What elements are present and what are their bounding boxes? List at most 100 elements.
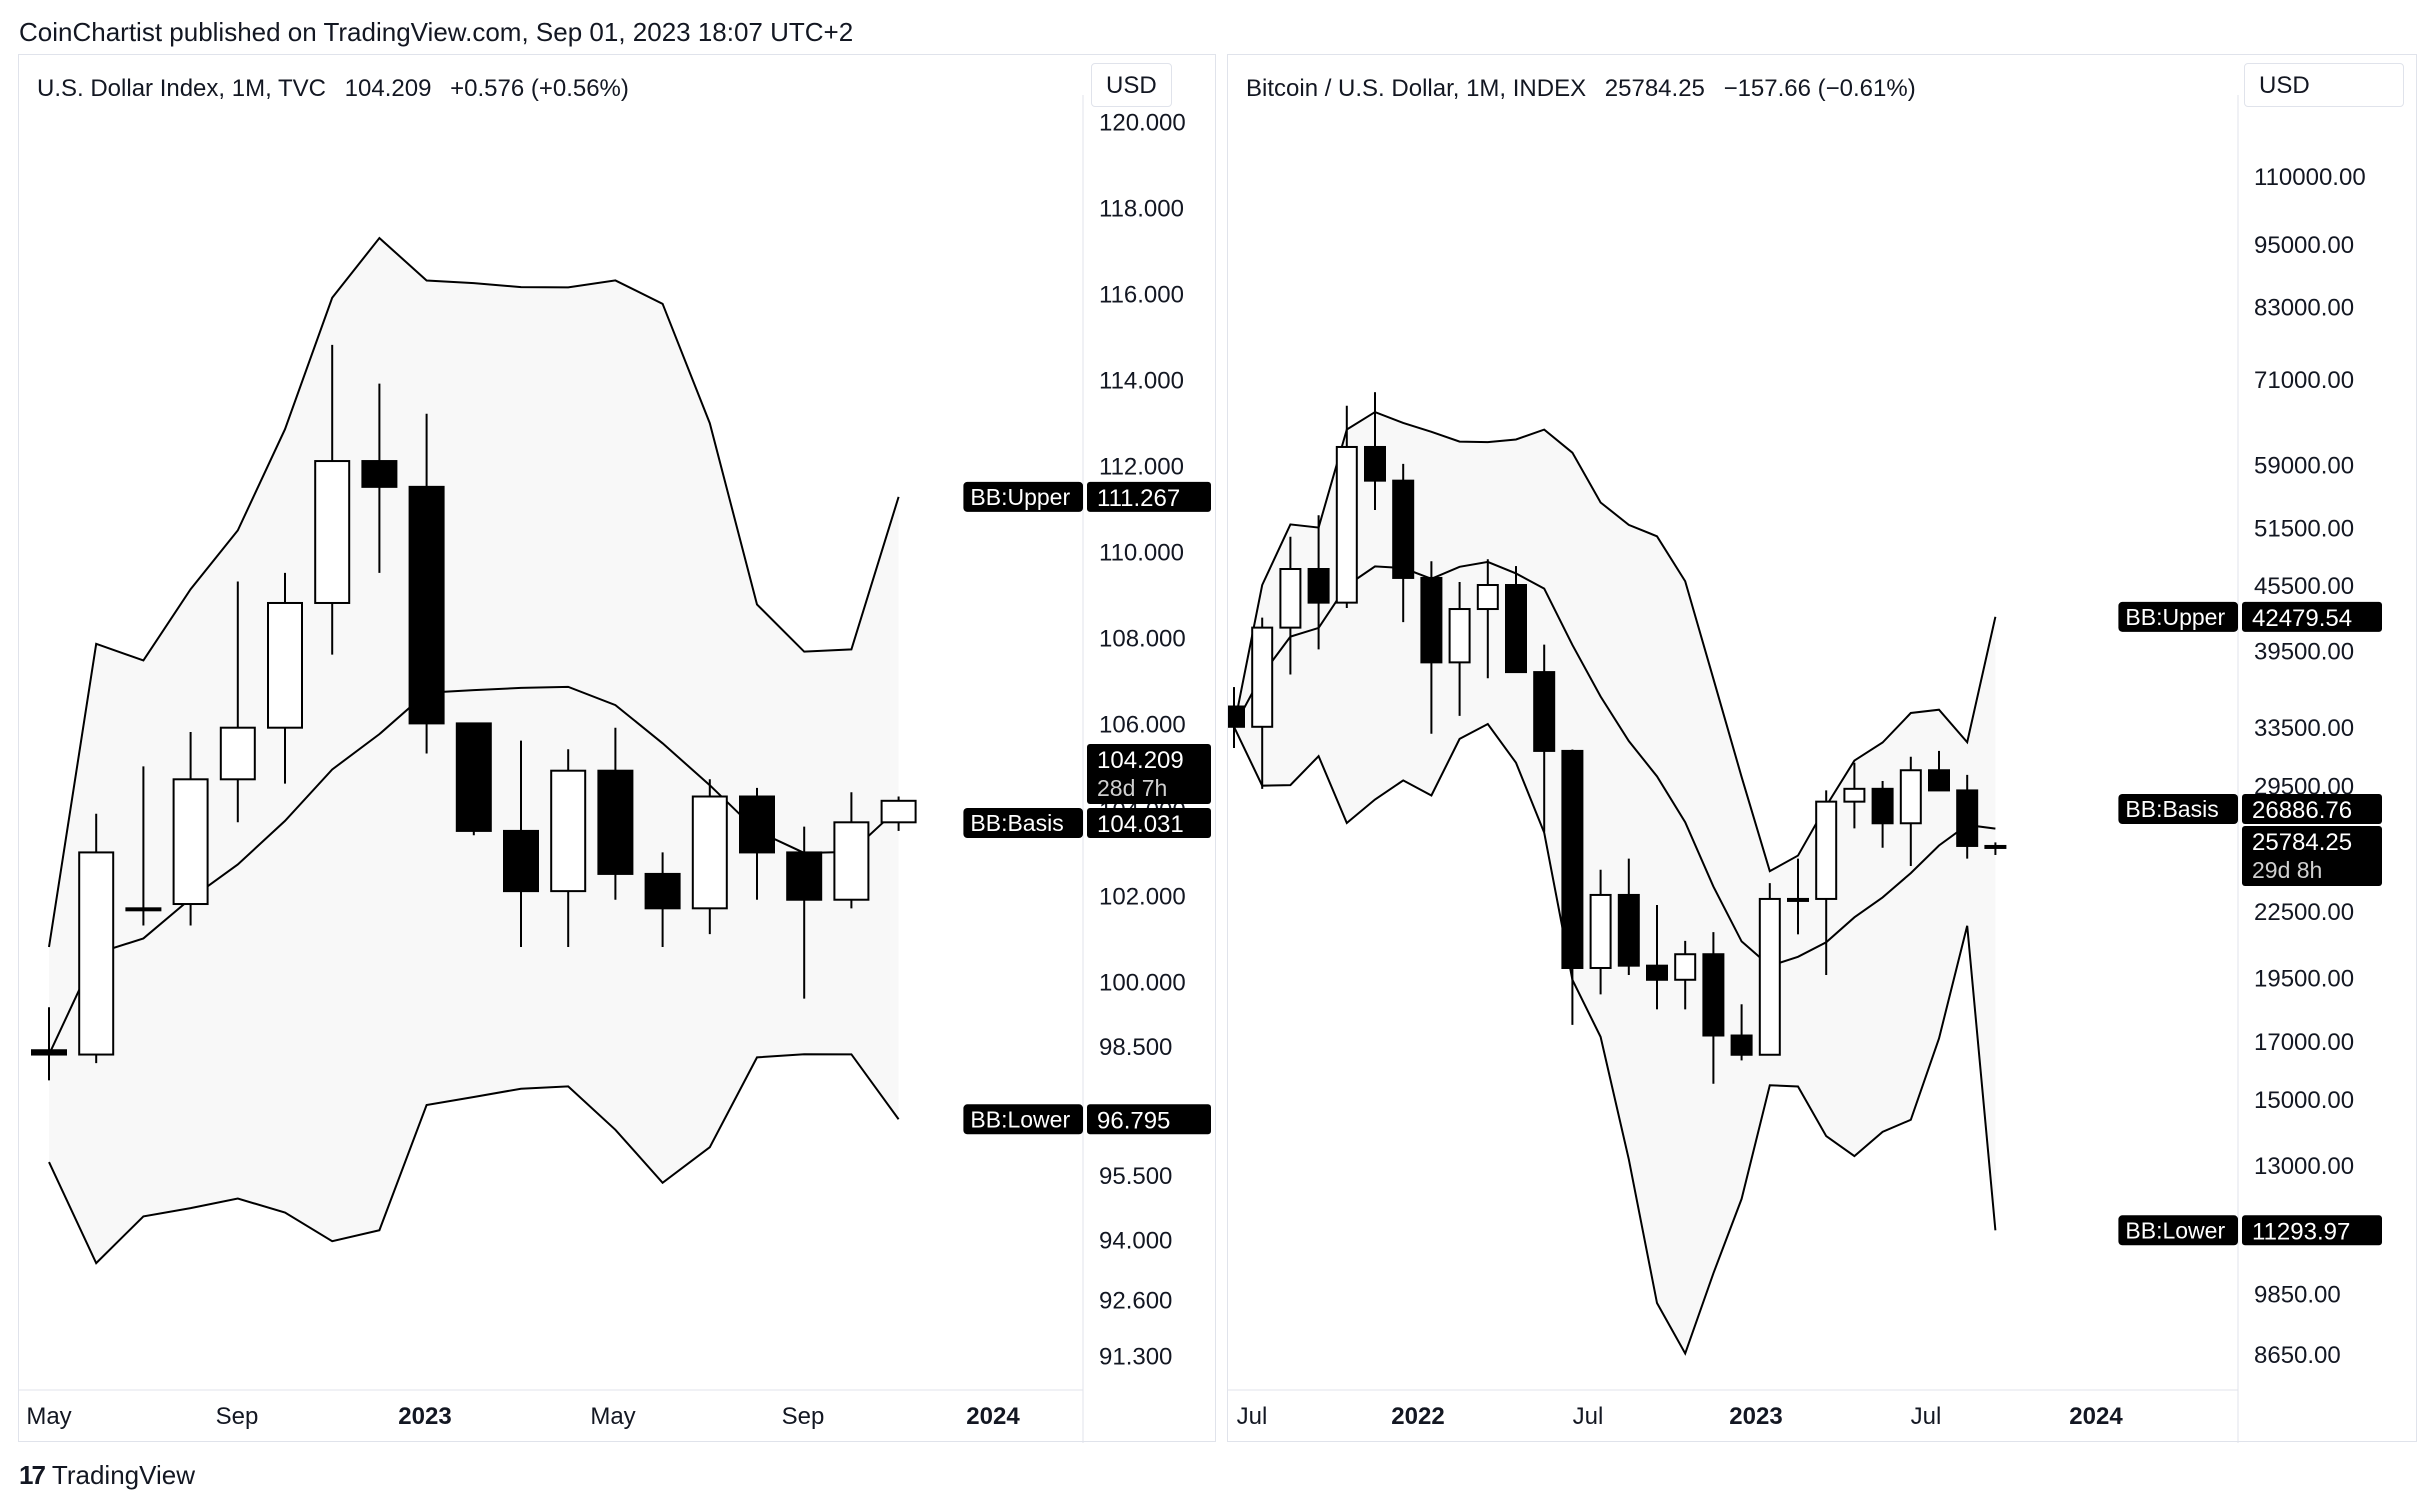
dxy-candle-body	[503, 829, 539, 893]
dxy-chart-panel[interactable]: U.S. Dollar Index, 1M, TVC 104.209 +0.57…	[18, 54, 1217, 1443]
btc-candle-body	[1279, 568, 1302, 629]
btc-candle-body	[1589, 893, 1612, 969]
btc-candle-body	[1364, 445, 1386, 482]
dxy-y-tick-label: 116.000	[1099, 281, 1184, 308]
dxy-candle-body	[172, 778, 209, 906]
dxy-bb-lower-label-name: BB:Lower	[970, 1106, 1070, 1132]
dxy-candle-body	[31, 1049, 67, 1056]
btc-currency-button[interactable]: USD	[2244, 63, 2404, 107]
btc-x-tick-label: Jul	[1573, 1403, 1604, 1430]
dxy-symbol-name: U.S. Dollar Index, 1M, TVC	[37, 75, 326, 102]
btc-y-tick-label: 13000.00	[2254, 1153, 2354, 1180]
btc-x-tick-label: Jul	[1911, 1403, 1942, 1430]
btc-bb-basis-line	[1233, 560, 1996, 968]
dxy-price-label-value: 104.209	[1097, 747, 1184, 774]
btc-y-tick-label: 15000.00	[2254, 1087, 2354, 1114]
dxy-chart-svg[interactable]: 120.000 118.000 116.000 114.000 112.000 110.0…	[19, 55, 1217, 1443]
btc-chart-svg[interactable]: 110000.00 95000.00 83000.00 71000.00 59000.0…	[1228, 55, 2418, 1443]
dxy-symbol-legend: U.S. Dollar Index, 1M, TVC 104.209 +0.57…	[37, 75, 641, 103]
btc-y-tick-label: 39500.00	[2254, 638, 2354, 665]
btc-y-tick-label: 17000.00	[2254, 1029, 2354, 1056]
btc-x-tick-label: Jul	[1237, 1403, 1268, 1430]
btc-symbol-legend: Bitcoin / U.S. Dollar, 1M, INDEX 25784.2…	[1246, 75, 1928, 103]
dxy-y-tick-label: 106.000	[1099, 711, 1186, 738]
btc-y-tick-label: 59000.00	[2254, 453, 2354, 480]
btc-y-tick-label: 110000.00	[2254, 164, 2366, 191]
btc-change: −157.66 (−0.61%)	[1723, 75, 1916, 102]
dxy-candle-body	[597, 769, 634, 875]
dxy-bb-basis-label-name-bg	[963, 808, 1083, 838]
dxy-candle-body	[833, 821, 870, 901]
dxy-x-tick-label: 2024	[966, 1403, 1020, 1430]
dxy-x-tick-label: Sep	[216, 1403, 259, 1430]
btc-candle-body	[1956, 789, 1979, 847]
dxy-price: 104.209	[344, 75, 432, 102]
btc-y-tick-label: 19500.00	[2254, 965, 2354, 992]
btc-bb-lower-label-name: BB:Lower	[2125, 1217, 2225, 1243]
btc-candle-body	[1871, 787, 1894, 825]
btc-price-label-bg	[2242, 826, 2382, 886]
btc-candle-body	[1228, 705, 1245, 728]
btc-bb-lower-line	[1233, 722, 1997, 1356]
dxy-y-tick-label: 110.000	[1099, 539, 1184, 566]
dxy-candle-body	[786, 851, 823, 901]
dxy-bb-lower-line	[48, 1053, 900, 1265]
btc-candle-body	[1392, 479, 1415, 579]
btc-bb-lower-label-value: 11293.97	[2252, 1218, 2350, 1245]
btc-bb-basis-label-value: 26886.76	[2252, 797, 2352, 824]
tradingview-logo-text: TradingView	[51, 1460, 195, 1490]
btc-bb-lower-label-value-bg	[2242, 1215, 2382, 1246]
btc-y-tick-label: 9850.00	[2254, 1282, 2341, 1309]
dxy-bb-upper-label-value: 111.267	[1097, 485, 1180, 512]
tradingview-logo[interactable]: 17 TradingView	[19, 1460, 195, 1491]
btc-candle-body	[1984, 844, 2007, 849]
btc-candle-body	[1307, 568, 1330, 604]
dxy-bb-upper-label-name-bg	[963, 481, 1083, 512]
dxy-bb-basis-label-value-bg	[1087, 808, 1211, 838]
btc-plot-area	[1228, 392, 2007, 1356]
dxy-currency-button[interactable]: USD	[1091, 63, 1172, 107]
btc-price-label-value: 25784.25	[2252, 829, 2352, 856]
btc-bb-lower-label-name-bg	[2118, 1215, 2238, 1246]
btc-candle-body	[1730, 1034, 1753, 1056]
dxy-y-tick-label: 100.000	[1099, 969, 1186, 996]
dxy-bb-lower-label-name-bg	[963, 1104, 1083, 1135]
btc-bb-basis-label-name: BB:Basis	[2125, 796, 2218, 822]
btc-candle-body	[1843, 787, 1866, 803]
btc-x-tick-label: 2024	[2069, 1403, 2123, 1430]
btc-y-tick-label: 8650.00	[2254, 1342, 2341, 1369]
btc-candle-body	[1702, 953, 1725, 1037]
dxy-bb-basis-label-name: BB:Basis	[970, 810, 1063, 836]
dxy-price-countdown: 28d 7h	[1097, 775, 1167, 801]
btc-candle-body	[1533, 671, 1556, 752]
dxy-candle-body	[361, 460, 398, 488]
dxy-x-tick-label: May	[26, 1403, 71, 1430]
dxy-candle-body	[78, 851, 115, 1056]
btc-chart-panel[interactable]: Bitcoin / U.S. Dollar, 1M, INDEX 25784.2…	[1227, 54, 2418, 1443]
btc-candle-body	[1646, 964, 1668, 981]
dxy-y-tick-label: 108.000	[1099, 625, 1186, 652]
btc-bb-upper-label-name-bg	[2118, 601, 2238, 632]
dxy-bb-upper-label-name: BB:Upper	[970, 484, 1070, 510]
dxy-change: +0.576 (+0.56%)	[450, 75, 629, 102]
dxy-y-tick-label: 95.500	[1099, 1163, 1172, 1190]
btc-candle-body	[1335, 445, 1358, 604]
btc-x-tick-label: 2022	[1391, 1403, 1444, 1430]
btc-candle-body	[1758, 897, 1781, 1056]
dxy-plot-area	[31, 236, 917, 1265]
btc-candle-body	[1787, 897, 1809, 902]
btc-candle-body	[1420, 576, 1443, 664]
btc-bb-upper-line	[1233, 410, 1997, 873]
btc-candle-body	[1505, 584, 1527, 674]
dxy-candle-body	[125, 907, 162, 912]
dxy-candle-body	[550, 769, 587, 893]
published-header: CoinChartist published on TradingView.co…	[19, 17, 854, 47]
btc-y-tick-label: 33500.00	[2254, 715, 2354, 742]
dxy-x-tick-label: Sep	[782, 1403, 825, 1430]
btc-symbol-name: Bitcoin / U.S. Dollar, 1M, INDEX	[1246, 75, 1587, 102]
dxy-bb-lower-label-value-bg	[1087, 1104, 1211, 1135]
dxy-y-tick-label: 92.600	[1099, 1288, 1172, 1315]
dxy-y-tick-label: 94.000	[1099, 1227, 1172, 1254]
btc-candle-body	[1251, 626, 1274, 728]
btc-y-tick-label: 83000.00	[2254, 295, 2354, 322]
